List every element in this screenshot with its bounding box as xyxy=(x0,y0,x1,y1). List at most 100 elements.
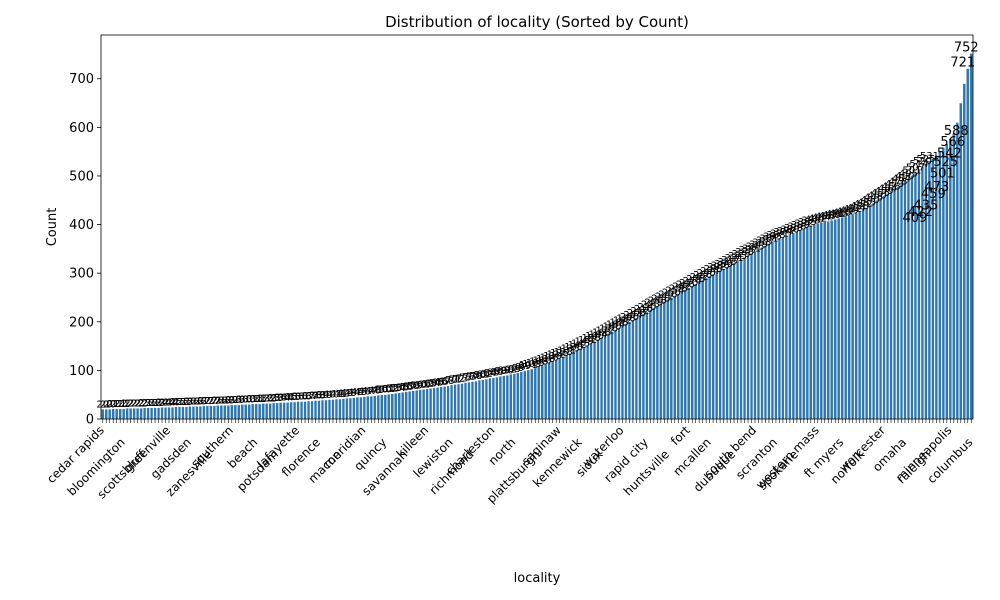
bar xyxy=(561,356,565,420)
bar xyxy=(383,394,387,420)
bar xyxy=(749,253,754,420)
bar xyxy=(603,335,607,420)
bar-value-label: 242 xyxy=(655,291,674,302)
bar-value-label: 27 xyxy=(198,396,211,407)
bar-value-label: 49 xyxy=(372,385,385,396)
bar xyxy=(170,407,175,420)
bar-value-label: 21 xyxy=(117,399,130,410)
bar-value-label: 142 xyxy=(568,340,587,351)
bar-value-label: 53 xyxy=(389,383,402,394)
bar-value-label: 86 xyxy=(491,367,504,378)
bar xyxy=(184,406,189,420)
bar xyxy=(533,367,537,420)
bar-value-label: 204 xyxy=(623,310,642,321)
bar xyxy=(617,327,621,420)
bar-value-label: 60 xyxy=(414,380,427,391)
axes-frame xyxy=(100,34,974,420)
bar xyxy=(865,207,869,420)
bar-value-label: 37 xyxy=(306,391,319,402)
bar-value-label: 125 xyxy=(550,348,569,359)
bar-value-label: 35 xyxy=(285,392,298,403)
bar-value-label: 105 xyxy=(526,358,545,369)
bar-value-label: 40 xyxy=(323,390,336,401)
bar-value-label: 122 xyxy=(547,350,566,361)
bar xyxy=(830,220,834,420)
bar-value-label: 24 xyxy=(166,397,179,408)
bar xyxy=(554,359,558,420)
bar-value-label: 25 xyxy=(173,397,186,408)
bar xyxy=(627,321,632,420)
bar xyxy=(690,285,694,420)
bar-value-label: 30 xyxy=(243,394,256,405)
top-value-label: 459 xyxy=(921,187,946,202)
bar-value-label: 84 xyxy=(484,368,497,379)
bar-value-label: 110 xyxy=(533,356,552,367)
bar-value-label: 78 xyxy=(470,371,483,382)
bar xyxy=(446,385,450,420)
bar-value-label: 380 xyxy=(780,224,799,235)
bar-value-label: 44 xyxy=(348,388,361,399)
bar-value-label: 70 xyxy=(445,375,458,386)
bar xyxy=(575,349,579,420)
y-tick-label: 400 xyxy=(69,218,94,233)
bar xyxy=(397,392,401,420)
y-tick-label: 100 xyxy=(69,364,94,379)
bar xyxy=(299,401,304,420)
bar xyxy=(153,407,157,420)
bar-value-label: 61 xyxy=(417,379,430,390)
bar xyxy=(760,247,764,420)
bar-value-label: 108 xyxy=(529,357,548,368)
bar xyxy=(470,381,475,420)
bar xyxy=(725,266,729,420)
bar-value-label: 278 xyxy=(686,274,705,285)
top-value-label: 566 xyxy=(940,135,965,150)
bar-value-label: 67 xyxy=(438,376,451,387)
bar xyxy=(320,399,325,420)
bar xyxy=(390,393,394,420)
bar-value-label: 31 xyxy=(246,394,259,405)
bar-value-label: 406 xyxy=(815,212,834,223)
bar-value-label: 238 xyxy=(651,293,670,304)
bar xyxy=(251,403,255,420)
bar xyxy=(735,260,740,420)
bar xyxy=(247,404,251,420)
x-axis-label: locality xyxy=(514,571,561,586)
top-value-label: 422 xyxy=(908,205,933,220)
bar-value-label: 495 xyxy=(899,168,918,179)
bar xyxy=(216,405,220,420)
bar xyxy=(638,315,642,420)
bar-value-label: 76 xyxy=(463,372,476,383)
bar-value-label: 176 xyxy=(599,323,618,334)
bar xyxy=(662,301,666,420)
bar xyxy=(966,68,970,420)
bar xyxy=(596,339,600,420)
bar xyxy=(432,387,436,420)
bar-value-label: 32 xyxy=(260,393,273,404)
bar xyxy=(729,264,733,420)
bar-value-label: 93 xyxy=(508,364,521,375)
bar-value-label: 188 xyxy=(609,318,628,329)
bar-value-label: 353 xyxy=(752,237,771,248)
bar-value-label: 20 xyxy=(103,399,116,410)
bar xyxy=(310,400,314,420)
bar-value-label: 531 xyxy=(920,151,939,162)
bar xyxy=(892,188,897,420)
bar-value-label: 33 xyxy=(271,393,284,404)
bar xyxy=(746,255,750,420)
bar xyxy=(547,362,551,420)
bar-value-label: 31 xyxy=(250,394,263,405)
bar xyxy=(809,225,813,420)
chart-title: Distribution of locality (Sorted by Coun… xyxy=(385,13,689,31)
bar xyxy=(408,391,412,420)
bar-value-label: 26 xyxy=(187,396,200,407)
bar xyxy=(645,311,649,420)
bar xyxy=(415,390,419,420)
bar-value-label: 250 xyxy=(662,287,681,298)
bar-value-label: 24 xyxy=(163,397,176,408)
bar-value-label: 22 xyxy=(131,398,144,409)
bar xyxy=(586,344,590,420)
bar xyxy=(648,309,652,420)
bar-value-label: 99 xyxy=(518,361,531,372)
bar xyxy=(788,234,792,420)
bar xyxy=(673,295,677,420)
